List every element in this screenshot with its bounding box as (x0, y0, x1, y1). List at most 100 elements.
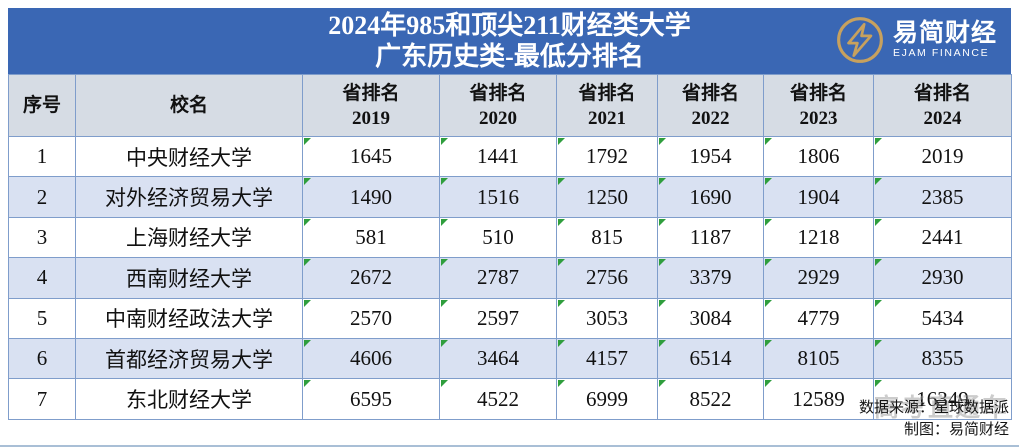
brand-logo: 易简财经 EJAM FINANCE (835, 15, 997, 65)
excel-flag-icon (765, 299, 772, 307)
cell-rank: 12589 (763, 378, 874, 420)
cell-rank: 1490 (302, 176, 440, 218)
cell-rank: 1806 (763, 135, 874, 178)
year-label: 2019 (352, 107, 390, 129)
rank-value: 5434 (921, 305, 964, 330)
cell-rank: 6514 (657, 337, 764, 380)
cell-school: 对外经济贸易大学 (75, 176, 303, 218)
cell-index: 2 (8, 176, 76, 218)
rank-prefix-label: 省排名 (578, 82, 636, 104)
rank-value: 8522 (689, 386, 732, 411)
excel-flag-icon (304, 339, 311, 347)
excel-flag-icon (875, 178, 882, 186)
cell-school: 东北财经大学 (75, 378, 303, 420)
lightning-logo-icon (837, 17, 883, 63)
excel-flag-icon (659, 218, 666, 226)
rank-value: 2787 (477, 265, 519, 290)
table-row: 3 上海财经大学 581 510 815 1187 1218 2441 (8, 216, 1012, 259)
excel-flag-icon (304, 218, 311, 226)
rank-value: 6595 (350, 386, 392, 411)
rank-value: 6514 (689, 346, 732, 371)
cell-rank: 1218 (763, 216, 874, 259)
excel-flag-icon (304, 138, 311, 145)
cell-rank: 1904 (763, 176, 874, 218)
col-header-2019: 省排名 2019 (302, 74, 440, 137)
col-header-2020: 省排名 2020 (439, 74, 557, 137)
excel-flag-icon (304, 178, 311, 186)
rank-value: 815 (591, 224, 623, 249)
cell-rank: 2672 (302, 257, 440, 299)
cell-rank: 2930 (873, 257, 1012, 299)
rank-value: 2597 (477, 305, 519, 330)
cell-index: 6 (8, 337, 76, 380)
credit-label: 制图：易简财经 (903, 422, 1009, 438)
year-label: 2022 (691, 107, 730, 129)
rank-value: 16349 (916, 386, 969, 411)
cell-index: 7 (8, 378, 76, 420)
excel-flag-icon (875, 339, 882, 347)
excel-flag-icon (659, 259, 666, 267)
excel-flag-icon (875, 259, 882, 267)
cell-rank: 3379 (657, 257, 764, 299)
cell-rank: 2019 (873, 135, 1012, 178)
rank-value: 1954 (689, 144, 732, 169)
cell-rank: 2570 (302, 297, 440, 339)
excel-flag-icon (558, 178, 565, 186)
cell-index: 1 (8, 135, 76, 178)
excel-flag-icon (765, 380, 772, 388)
cell-rank: 815 (556, 216, 658, 259)
table-row: 4 西南财经大学 2672 2787 2756 3379 2929 2930 (8, 257, 1012, 299)
table-row: 1 中央财经大学 1645 1441 1792 1954 1806 2019 (8, 135, 1012, 178)
rank-value: 1490 (350, 184, 392, 209)
cell-rank: 4522 (439, 378, 557, 420)
cell-rank: 8355 (873, 337, 1012, 380)
rank-value: 1690 (689, 184, 732, 209)
table-row: 2 对外经济贸易大学 1490 1516 1250 1690 1904 2385 (8, 176, 1012, 218)
rank-prefix-label: 省排名 (913, 82, 971, 104)
rank-value: 510 (482, 224, 514, 249)
cell-rank: 16349 (873, 378, 1012, 420)
title-bar: 2024年985和顶尖211财经类大学 广东历史类-最低分排名 易简财经 EJA… (8, 8, 1011, 74)
excel-flag-icon (765, 259, 772, 267)
cell-rank: 581 (302, 216, 440, 259)
cell-rank: 6999 (556, 378, 658, 420)
cell-rank: 3084 (657, 297, 764, 339)
rank-value: 2672 (350, 265, 392, 290)
col-header-2023: 省排名 2023 (763, 74, 874, 137)
cell-rank: 8522 (657, 378, 764, 420)
cell-rank: 1792 (556, 135, 658, 178)
excel-flag-icon (875, 299, 882, 307)
title-line-1: 2024年985和顶尖211财经类大学 (328, 11, 691, 40)
data-source-label: 数据来源：星球数据派 (858, 400, 1009, 416)
cell-school: 首都经济贸易大学 (75, 337, 303, 380)
cell-school: 西南财经大学 (75, 257, 303, 299)
cell-rank: 2385 (873, 176, 1012, 218)
excel-flag-icon (558, 299, 565, 307)
rank-value: 1218 (797, 224, 840, 249)
col-header-2022: 省排名 2022 (657, 74, 764, 137)
col-header-school: 校名 (75, 74, 303, 137)
excel-flag-icon (304, 259, 311, 267)
rank-value: 8105 (797, 346, 840, 371)
cell-rank: 2597 (439, 297, 557, 339)
excel-flag-icon (875, 380, 882, 388)
rank-value: 581 (355, 224, 387, 249)
cell-rank: 6595 (302, 378, 440, 420)
cell-rank: 1250 (556, 176, 658, 218)
logo-name-en: EJAM FINANCE (892, 47, 990, 59)
header-row: 序号 校名 省排名 2019 省排名 2020 省排名 2021 省排名 2022 省排… (8, 74, 1012, 137)
col-header-index: 序号 (8, 74, 76, 137)
year-label: 2024 (923, 107, 962, 129)
excel-flag-icon (765, 218, 772, 226)
rank-value: 2019 (921, 144, 964, 169)
rank-value: 2930 (921, 265, 964, 290)
rank-value: 1187 (689, 224, 732, 249)
rank-value: 8355 (921, 346, 964, 371)
cell-school: 中南财经政法大学 (75, 297, 303, 339)
excel-flag-icon (558, 218, 565, 226)
table-row: 5 中南财经政法大学 2570 2597 3053 3084 4779 5434 (8, 297, 1012, 339)
excel-flag-icon (304, 380, 311, 388)
rank-value: 3084 (689, 305, 732, 330)
col-header-2024: 省排名 2024 (873, 74, 1012, 137)
